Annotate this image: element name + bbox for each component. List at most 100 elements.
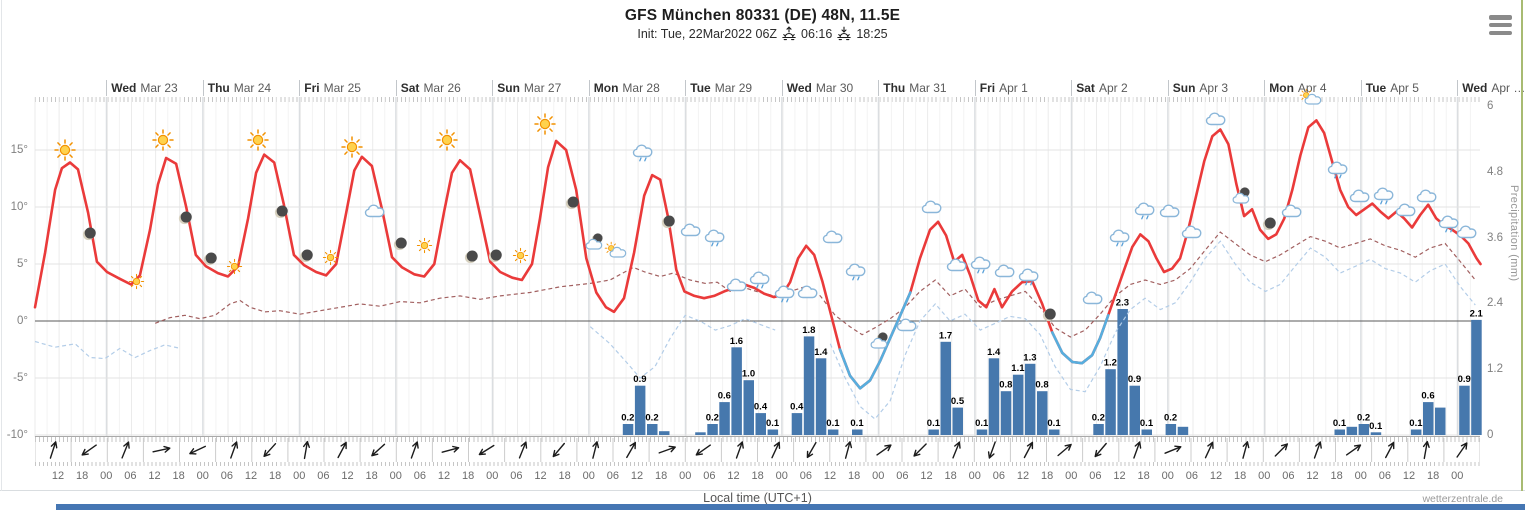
wind-arrow (1313, 441, 1322, 459)
precip-bar (815, 358, 827, 435)
wind-arrow (658, 445, 676, 454)
hour-ticks-bottom (35, 462, 1480, 466)
precipitation-axis-label: Precipitation (mm) (1508, 185, 1520, 282)
time-tick-label: 18 (558, 470, 571, 482)
bottom-accent-bar (56, 504, 1525, 510)
precip-value-label: 0.1 (766, 418, 780, 429)
time-tick-label: 12 (1016, 470, 1030, 482)
precip-value-label: 0.1 (1140, 418, 1154, 429)
wind-arrow (952, 441, 961, 459)
day-label: Sat Mar 26 (400, 81, 461, 95)
time-tick-label: 06 (703, 470, 716, 482)
wind-arrow (806, 441, 817, 459)
time-tick-label: 00 (1451, 470, 1464, 482)
precip-bar (755, 413, 766, 435)
time-tick-label: 00 (486, 470, 499, 482)
time-tick-label: 06 (317, 470, 330, 482)
precip-value-label: 0.9 (1458, 374, 1471, 385)
menu-bar-icon (1489, 22, 1512, 28)
wind-arrow (189, 445, 206, 455)
temperature-line (33, 119, 1482, 390)
day-label: Wed Apr … (1462, 81, 1525, 95)
precip-bar (1000, 391, 1012, 435)
time-tick-label: 00 (582, 470, 595, 482)
temp-tick-label: -5° (13, 372, 28, 384)
plot-svg: 0.20.90.2 0.20.61.61.00.40.10.41.81.40.1 0… (33, 97, 1484, 437)
wind-arrow (303, 440, 310, 460)
time-tick-label: 12 (244, 470, 258, 482)
wind-arrow (1164, 445, 1182, 454)
day-label: Thu Mar 31 (883, 81, 947, 95)
time-tick-label: 12 (823, 470, 837, 482)
menu-bar-icon (1489, 30, 1512, 36)
precip-value-label: 0.9 (633, 374, 646, 385)
precip-bar (827, 429, 839, 435)
precip-bar (852, 429, 863, 435)
precip-value-label: 0.9 (1128, 374, 1141, 385)
precip-bar (1177, 426, 1189, 435)
precip-value-label: 1.2 (1104, 358, 1117, 369)
watermark: wetterzentrale.de (1422, 493, 1503, 505)
ensemble-line (589, 314, 776, 379)
precip-bar (1117, 309, 1128, 435)
time-tick-label: 06 (606, 470, 619, 482)
wind-arrow (592, 441, 600, 459)
wind-arrow (1456, 442, 1468, 458)
wind-arrow (410, 441, 419, 459)
time-tick-label: 06 (124, 470, 137, 482)
menu-bar-icon (1489, 15, 1512, 20)
time-tick-label: 00 (1065, 470, 1078, 482)
time-tick-label: 06 (896, 470, 909, 482)
precip-value-label: 0.1 (1333, 418, 1347, 429)
wind-arrow (987, 441, 996, 459)
precip-bar (988, 358, 1000, 435)
menu-button[interactable] (1489, 15, 1512, 38)
precip-bar (940, 341, 951, 435)
day-label: Sat Apr 2 (1076, 81, 1128, 95)
precip-value-label: 0.1 (1369, 421, 1383, 432)
time-tick-label: 00 (679, 470, 692, 482)
time-tick-label: 12 (341, 470, 354, 482)
precip-value-label: 0.6 (718, 391, 731, 402)
sunrise-icon (782, 26, 796, 41)
time-tick-label: 18 (751, 470, 764, 482)
time-tick-label: 06 (799, 470, 812, 482)
precip-tick-label: 3.6 (1487, 231, 1503, 244)
time-tick-label: 00 (100, 470, 113, 482)
wind-arrow (1274, 443, 1288, 457)
sunset-icon (837, 26, 852, 41)
dewpoint-line (154, 231, 1476, 338)
precip-bar (1358, 424, 1370, 435)
time-tick-label: 00 (1161, 470, 1174, 482)
precip-value-label: 0.8 (999, 380, 1012, 391)
precip-bar (1435, 407, 1446, 435)
precip-tick-label: 6 (1487, 100, 1494, 113)
time-tick-label: 18 (462, 470, 475, 482)
day-separator (588, 80, 590, 96)
temp-tick-label: 10° (10, 201, 28, 213)
time-tick-label: 12 (1209, 470, 1223, 482)
precip-value-label: 0.1 (975, 418, 989, 429)
wind-arrow (552, 442, 565, 458)
precip-tick-label: 0 (1487, 429, 1494, 441)
precip-bar (1370, 432, 1382, 435)
hour-ticks-top (35, 97, 1480, 102)
time-tick-label: 06 (1282, 470, 1295, 482)
wind-arrow (1057, 443, 1072, 457)
day-separator (781, 80, 783, 96)
precip-bar (1471, 319, 1482, 435)
precip-tick-label: 4.8 (1487, 165, 1503, 178)
precip-bar (767, 429, 779, 435)
time-tick-label: 18 (269, 470, 282, 482)
wind-arrow (1242, 441, 1250, 459)
wind-arrow (1023, 441, 1034, 459)
time-tick-label: 00 (1354, 470, 1367, 482)
precip-bar (634, 385, 646, 435)
day-separator (492, 80, 494, 96)
wind-arrow (1422, 440, 1430, 460)
precip-bar (1346, 426, 1358, 435)
precip-bar (1423, 402, 1434, 435)
time-tick-label: 06 (992, 470, 1005, 482)
precip-bar (1105, 369, 1116, 435)
